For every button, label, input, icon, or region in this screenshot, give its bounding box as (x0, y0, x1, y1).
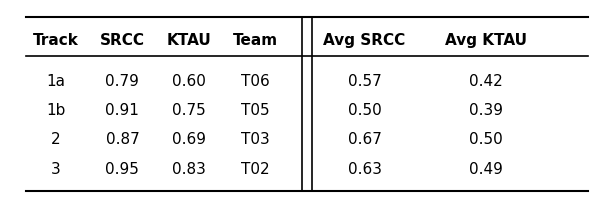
Text: Avg KTAU: Avg KTAU (444, 33, 527, 48)
Text: 0.87: 0.87 (106, 132, 139, 148)
Text: 0.95: 0.95 (106, 162, 139, 177)
Text: 0.49: 0.49 (469, 162, 502, 177)
Text: SRCC: SRCC (100, 33, 145, 48)
Text: KTAU: KTAU (167, 33, 212, 48)
Text: Track: Track (33, 33, 79, 48)
Text: 0.79: 0.79 (106, 74, 139, 89)
Text: 0.39: 0.39 (469, 103, 503, 118)
Text: 0.67: 0.67 (348, 132, 381, 148)
Text: 3: 3 (51, 162, 61, 177)
Text: 2: 2 (51, 132, 61, 148)
Text: 0.57: 0.57 (348, 74, 381, 89)
Text: Avg SRCC: Avg SRCC (323, 33, 406, 48)
Text: 0.63: 0.63 (348, 162, 382, 177)
Text: 0.50: 0.50 (469, 132, 502, 148)
Text: 0.60: 0.60 (172, 74, 206, 89)
Text: 1a: 1a (46, 74, 65, 89)
Text: 0.83: 0.83 (172, 162, 206, 177)
Text: 0.42: 0.42 (469, 74, 502, 89)
Text: 0.75: 0.75 (172, 103, 206, 118)
Text: 0.91: 0.91 (106, 103, 139, 118)
Text: 0.69: 0.69 (172, 132, 206, 148)
Text: T03: T03 (241, 132, 270, 148)
Text: T02: T02 (241, 162, 270, 177)
Text: T06: T06 (241, 74, 270, 89)
Text: Team: Team (233, 33, 278, 48)
Text: 1b: 1b (46, 103, 66, 118)
Text: 0.50: 0.50 (348, 103, 381, 118)
Text: T05: T05 (241, 103, 270, 118)
